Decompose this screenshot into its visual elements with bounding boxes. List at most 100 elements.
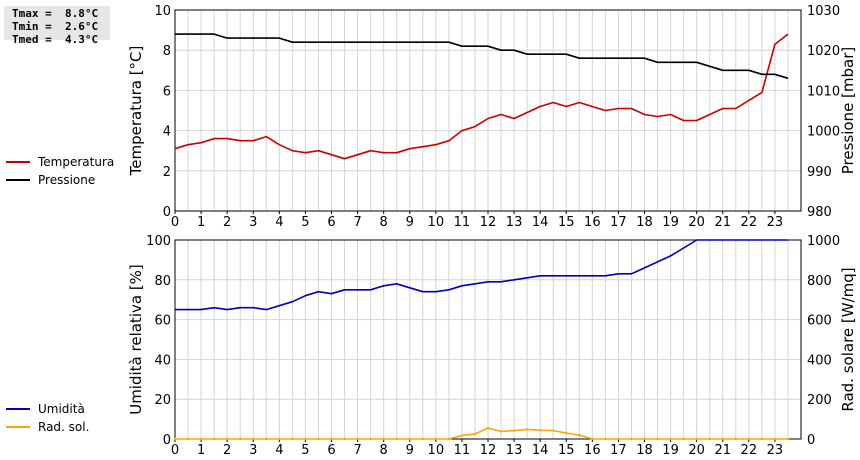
x-tick-label: 23 (767, 443, 784, 458)
x-tick-label: 11 (454, 443, 471, 458)
x-tick-label: 7 (353, 443, 361, 458)
y2-tick-label: 1020 (807, 44, 840, 59)
x-tick-label: 22 (741, 215, 758, 230)
series-point-rad-sol (356, 437, 359, 441)
series-point-rad-sol (369, 437, 372, 441)
x-tick-label: 14 (532, 443, 549, 458)
x-tick-label: 15 (558, 215, 575, 230)
series-point-rad-sol (317, 437, 320, 441)
y2-tick-label: 980 (807, 205, 832, 220)
series-point-rad-sol (252, 437, 255, 441)
series-point-rad-sol (499, 430, 503, 433)
series-point-rad-sol (578, 433, 581, 437)
stats-tmax: Tmax = 8.8°C (12, 7, 99, 20)
x-tick-label: 13 (506, 443, 523, 458)
y2-axis-title: Pressione [mbar] (839, 47, 857, 175)
series-point-rad-sol (604, 437, 607, 441)
y2-tick-label: 400 (807, 353, 832, 368)
series-point-rad-sol (421, 437, 424, 441)
series-point-rad-sol (486, 426, 490, 430)
x-tick-label: 21 (714, 215, 731, 230)
x-tick-label: 0 (171, 443, 179, 458)
x-tick-label: 23 (767, 215, 784, 230)
y-axis-title: Umidità relativa [%] (127, 264, 145, 415)
series-point-rad-sol (343, 437, 346, 441)
series-point-rad-sol (239, 437, 242, 441)
series-point-rad-sol (669, 437, 672, 441)
series-point-rad-sol (408, 437, 411, 441)
legend-label-umidita: Umidità (38, 402, 85, 416)
y2-tick-label: 990 (807, 165, 832, 180)
x-tick-label: 17 (610, 215, 627, 230)
x-tick-label: 7 (353, 215, 361, 230)
x-tick-label: 18 (636, 443, 653, 458)
legend-label-rad-sol: Rad. sol. (38, 420, 90, 434)
legend-item-temperatura: Temperatura (6, 153, 114, 171)
series-point-rad-sol (617, 437, 620, 441)
x-tick-label: 5 (301, 443, 309, 458)
humidity-radiation-panel: 0 1 2 3 4 5 6 7 8 9 10 11 12 13 14 15 16 17 18 19 20 21 22 2302… (127, 234, 857, 458)
legend-item-umidita: Umidità (6, 400, 89, 418)
series-point-rad-sol (525, 428, 529, 431)
series-point-rad-sol (734, 437, 737, 441)
y2-tick-label: 1000 (807, 234, 840, 249)
legend-swatch-rad-sol (6, 426, 30, 428)
series-point-rad-sol (656, 437, 659, 441)
series-line-rad-sol (175, 427, 788, 440)
series-point-rad-sol (395, 437, 398, 441)
series-point-rad-sol (773, 437, 777, 441)
x-tick-label: 4 (275, 443, 283, 458)
x-tick-label: 8 (380, 443, 388, 458)
x-tick-label: 2 (223, 443, 231, 458)
x-tick-label: 9 (406, 215, 414, 230)
x-tick-label: 12 (480, 215, 497, 230)
series-line-temperatura (174, 33, 789, 160)
stats-tmin: Tmin = 2.6°C (12, 20, 99, 33)
x-tick-label: 14 (532, 215, 549, 230)
legend-item-rad-sol: Rad. sol. (6, 418, 89, 436)
series-point-rad-sol (630, 437, 633, 441)
y-tick-label: 4 (163, 125, 171, 140)
series-point-rad-sol (512, 429, 516, 432)
x-tick-label: 9 (406, 443, 414, 458)
legend-label-temperatura: Temperatura (38, 155, 115, 169)
temperature-pressure-panel: 0 1 2 3 4 5 6 7 8 9 10 11 12 13 14 15 16 17 18 19 20 21 22 2302… (127, 4, 857, 230)
series-point-rad-sol (212, 437, 216, 441)
series-point-rad-sol (434, 437, 438, 441)
series-point-rad-sol (186, 437, 190, 441)
x-tick-label: 8 (380, 215, 388, 230)
series-line-umidit (175, 239, 788, 311)
series-point-rad-sol (447, 437, 451, 441)
series-point-rad-sol (291, 437, 294, 441)
y2-tick-label: 800 (807, 274, 832, 289)
x-tick-label: 12 (480, 443, 497, 458)
y-axis-title: Temperatura [°C] (127, 46, 145, 177)
x-tick-label: 15 (558, 443, 575, 458)
y2-tick-label: 1000 (807, 125, 840, 140)
series-point-rad-sol (682, 437, 685, 441)
series-point-rad-sol (747, 437, 751, 441)
x-tick-label: 20 (688, 215, 705, 230)
y2-tick-label: 1010 (807, 84, 840, 99)
legend-swatch-temperatura (6, 161, 30, 163)
x-tick-label: 19 (662, 215, 679, 230)
x-tick-label: 1 (197, 215, 205, 230)
legend-swatch-umidita (6, 408, 30, 410)
y2-axis-title: Rad. solare [W/mq] (839, 267, 857, 411)
y-tick-label: 10 (154, 4, 171, 19)
series-point-rad-sol (473, 432, 477, 436)
legend-label-pressione: Pressione (38, 173, 96, 187)
stats-tmed: Tmed = 4.3°C (12, 33, 99, 46)
x-tick-label: 22 (741, 443, 758, 458)
y-tick-label: 0 (163, 205, 171, 220)
x-tick-label: 6 (327, 443, 335, 458)
series-point-rad-sol (565, 431, 568, 435)
x-tick-label: 13 (506, 215, 523, 230)
x-tick-label: 5 (301, 215, 309, 230)
series-point-rad-sol (265, 437, 268, 441)
legend-top: Temperatura Pressione (6, 153, 114, 189)
y2-tick-label: 200 (807, 393, 832, 408)
series-point-rad-sol (173, 437, 177, 441)
x-tick-label: 18 (636, 215, 653, 230)
series-point-rad-sol (721, 437, 724, 441)
